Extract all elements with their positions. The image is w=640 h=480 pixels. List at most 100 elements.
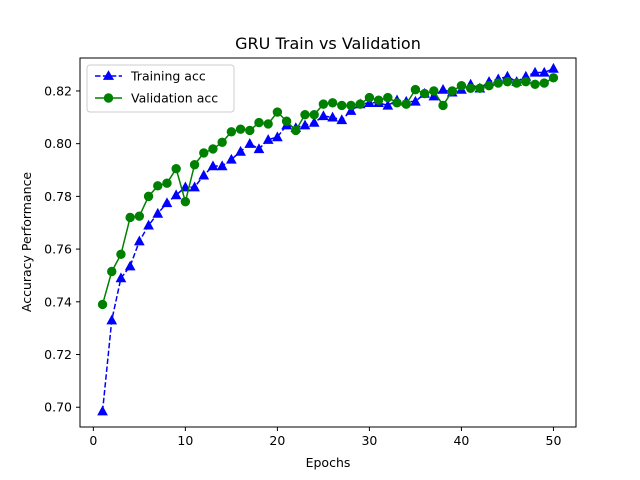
y-axis-label: Accuracy Performance xyxy=(19,172,34,313)
data-point xyxy=(419,88,430,99)
x-tick-label: 40 xyxy=(453,433,469,448)
y-tick-label: 0.82 xyxy=(44,83,72,98)
data-point xyxy=(401,99,411,109)
data-point xyxy=(530,79,540,90)
data-point xyxy=(336,114,348,125)
data-point xyxy=(493,78,503,88)
data-point xyxy=(171,164,181,174)
data-point xyxy=(318,110,329,121)
data-point xyxy=(410,84,421,95)
data-point xyxy=(364,92,375,103)
x-tick-label: 10 xyxy=(177,433,193,448)
data-point xyxy=(115,272,127,283)
data-point xyxy=(382,99,394,110)
data-point xyxy=(207,160,219,171)
data-point xyxy=(309,109,319,120)
legend-marker-validation xyxy=(103,93,114,103)
data-point xyxy=(511,78,522,88)
data-point xyxy=(308,116,320,127)
data-point xyxy=(529,66,541,77)
data-point xyxy=(447,86,457,96)
data-point xyxy=(189,181,200,192)
data-point xyxy=(355,99,365,109)
data-point xyxy=(180,196,191,207)
data-point xyxy=(383,92,393,103)
data-point xyxy=(300,109,310,120)
data-point xyxy=(364,97,375,107)
series-layer xyxy=(97,62,559,416)
data-point xyxy=(97,299,108,310)
data-point xyxy=(134,211,145,221)
plot-frame xyxy=(79,57,577,428)
legend-marker-training xyxy=(102,70,115,80)
data-point xyxy=(216,160,228,171)
data-point xyxy=(538,66,550,77)
y-axis-ticks: 0.70 0.72 0.74 0.76 0.78 0.80 0.82 xyxy=(44,83,80,415)
data-point xyxy=(327,111,338,122)
x-tick-label: 30 xyxy=(361,433,377,448)
data-point xyxy=(226,127,237,137)
data-point xyxy=(161,197,173,208)
data-point xyxy=(299,119,311,130)
data-point xyxy=(456,80,467,91)
y-tick-label: 0.78 xyxy=(44,189,72,204)
data-point xyxy=(217,137,227,148)
data-point xyxy=(263,119,273,129)
x-tick-label: 50 xyxy=(546,433,562,448)
y-tick-label: 0.74 xyxy=(44,294,72,309)
data-point xyxy=(502,77,513,87)
legend-label-validation: Validation acc xyxy=(131,91,218,106)
data-point xyxy=(198,169,210,180)
data-point xyxy=(143,191,154,202)
x-axis-ticks: 0 10 20 30 40 50 xyxy=(89,427,561,448)
data-point xyxy=(291,125,301,136)
data-point xyxy=(134,235,145,246)
data-point xyxy=(143,219,154,230)
legend: Training acc Validation acc xyxy=(86,64,235,113)
data-point xyxy=(392,98,402,108)
data-point xyxy=(429,86,439,96)
data-point xyxy=(346,100,356,111)
data-point xyxy=(373,95,384,105)
data-point xyxy=(539,78,549,88)
data-point xyxy=(262,134,274,144)
y-tick-label: 0.72 xyxy=(44,347,72,362)
data-point xyxy=(170,189,182,200)
legend-entry-training: Training acc xyxy=(95,69,206,84)
data-point xyxy=(208,144,218,154)
x-axis-label: Epochs xyxy=(306,455,351,470)
data-point xyxy=(116,249,126,260)
data-point xyxy=(153,181,163,191)
data-point xyxy=(106,314,118,325)
data-point xyxy=(548,73,559,83)
data-point xyxy=(245,125,255,136)
data-point xyxy=(337,100,347,111)
data-point xyxy=(253,143,265,154)
data-point xyxy=(180,181,191,192)
chart-title: GRU Train vs Validation xyxy=(235,34,421,53)
x-tick-label: 20 xyxy=(269,433,285,448)
data-point xyxy=(318,99,329,109)
data-point xyxy=(199,148,209,158)
data-point xyxy=(125,212,135,223)
data-point xyxy=(272,131,283,142)
data-point xyxy=(521,77,531,87)
legend-entry-validation: Validation acc xyxy=(95,91,218,106)
data-point xyxy=(548,62,559,73)
data-point xyxy=(272,107,283,117)
legend-box xyxy=(86,64,235,113)
data-point xyxy=(107,266,117,277)
x-tick-label: 0 xyxy=(89,433,97,448)
series-validation-acc xyxy=(97,73,559,310)
y-tick-label: 0.80 xyxy=(44,136,72,151)
data-point xyxy=(152,207,164,218)
legend-label-training: Training acc xyxy=(130,69,206,84)
data-point xyxy=(437,83,449,94)
data-point xyxy=(235,124,246,134)
data-point xyxy=(124,260,136,271)
data-point xyxy=(281,116,292,126)
data-point xyxy=(254,117,264,128)
data-point xyxy=(345,105,357,115)
data-point xyxy=(438,100,448,111)
